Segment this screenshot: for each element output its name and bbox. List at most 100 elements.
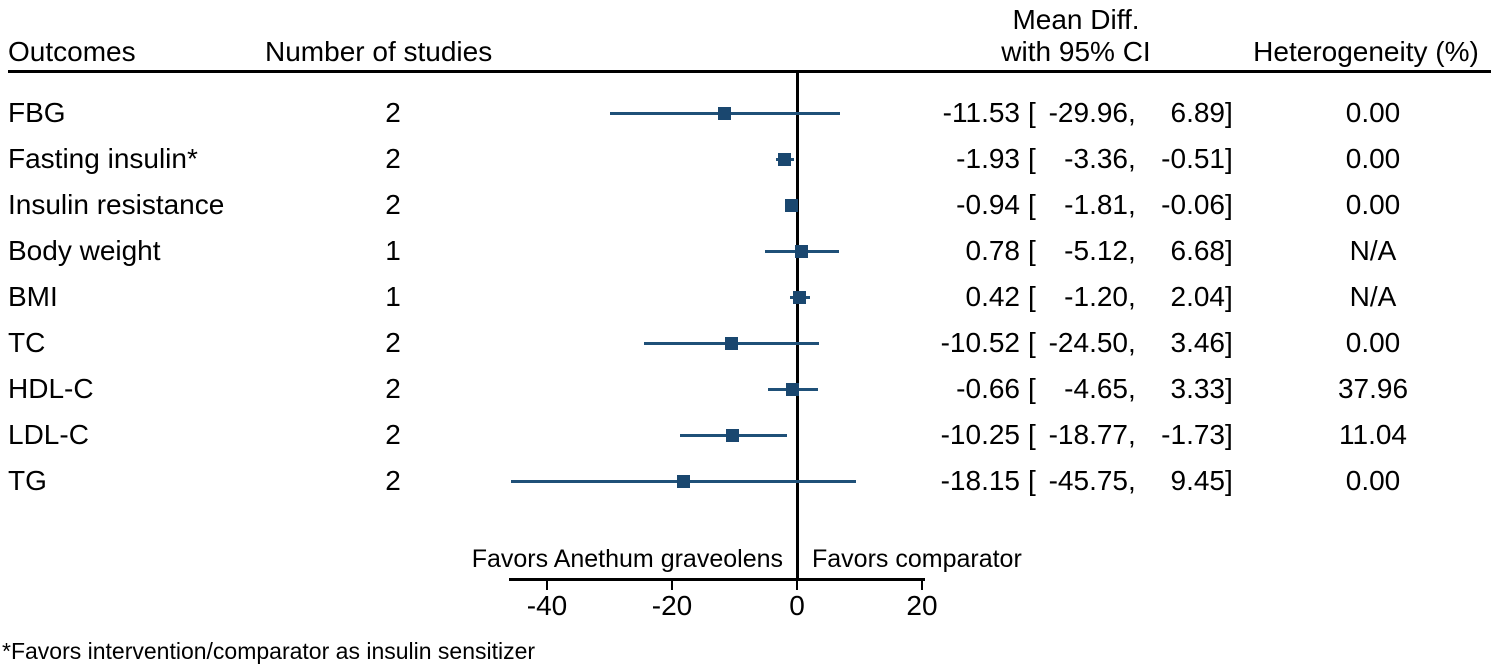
comma-separator: , [1128,465,1136,496]
mean-diff-estimate: 0.42 [965,281,1021,312]
heterogeneity-value: 11.04 [1339,419,1407,450]
heterogeneity-header: Heterogeneity (%) [1253,36,1479,67]
n-studies-value: 2 [385,327,401,358]
mean-diff-estimate: -18.15 [940,465,1020,496]
axis-tick-label: 20 [906,590,938,621]
mean-diff-text: -10.25 [-18.77, -1.73] [900,419,1245,451]
studies-header: Number of studies [265,36,493,67]
heterogeneity-value: 0.00 [1345,327,1401,358]
open-bracket: [ [1028,281,1036,312]
point-estimate-marker [795,245,808,258]
close-bracket: ] [1225,235,1233,266]
comma-separator: , [1128,327,1136,358]
axis-tick [671,581,673,590]
n-studies-value: 2 [385,373,401,404]
point-estimate-marker [718,107,731,120]
point-estimate-marker [677,475,690,488]
favors-right-label: Favors comparator [812,545,1022,573]
mean-diff-text: -0.94 [-1.81, -0.06] [900,189,1245,221]
ci-lower-value: -45.75 [1048,465,1128,496]
ci-upper-value: -1.73 [1161,419,1225,450]
ci-lower-value: -24.50 [1048,327,1128,358]
meandiff-header-line1: Mean Diff. [1012,4,1140,35]
outcome-label: TG [8,465,47,496]
comma-separator: , [1128,373,1136,404]
ci-lower-value: -18.77 [1048,419,1128,450]
ci-upper-value: 6.68 [1170,235,1226,266]
mean-diff-text: -18.15 [-45.75, 9.45] [900,465,1245,497]
open-bracket: [ [1028,189,1036,220]
ci-upper-value: 2.04 [1170,281,1226,312]
outcome-label: Body weight [8,235,161,266]
mean-diff-estimate: -0.94 [956,189,1020,220]
point-estimate-marker [785,199,798,212]
comma-separator: , [1128,235,1136,266]
mean-diff-estimate: -1.93 [956,143,1020,174]
axis-tick [546,581,548,590]
ci-lower-value: -4.65 [1064,373,1128,404]
point-estimate-marker [786,383,799,396]
close-bracket: ] [1225,327,1233,358]
header-rule [8,70,1491,73]
axis-tick-label: 0 [789,590,805,621]
comma-separator: , [1128,143,1136,174]
favors-left-label: Favors Anethum graveolens [471,545,783,573]
close-bracket: ] [1225,281,1233,312]
open-bracket: [ [1028,373,1036,404]
n-studies-value: 2 [385,143,401,174]
zero-reference-line [796,72,799,581]
close-bracket: ] [1225,97,1233,128]
mean-diff-text: 0.42[-1.20, 2.04] [900,281,1245,313]
n-studies-value: 2 [385,419,401,450]
mean-diff-text: -0.66 [-4.65, 3.33] [900,373,1245,405]
heterogeneity-value: N/A [1349,281,1397,312]
ci-lower-value: -5.12 [1064,235,1128,266]
ci-lower-value: -1.20 [1064,281,1128,312]
outcomes-header: Outcomes [8,36,136,67]
outcome-label: FBG [8,97,66,128]
ci-upper-value: 6.89 [1170,97,1226,128]
ci-upper-value: -0.51 [1161,143,1225,174]
ci-upper-value: -0.06 [1161,189,1225,220]
point-estimate-marker [778,153,791,166]
outcome-label: BMI [8,281,58,312]
n-studies-value: 2 [385,189,401,220]
heterogeneity-value: 0.00 [1345,465,1401,496]
comma-separator: , [1128,419,1136,450]
n-studies-value: 2 [385,465,401,496]
outcome-label: LDL-C [8,419,89,450]
heterogeneity-value: 0.00 [1345,189,1401,220]
mean-diff-estimate: -11.53 [942,97,1020,128]
close-bracket: ] [1225,373,1233,404]
outcome-label: Insulin resistance [8,189,225,220]
axis-tick-label: -20 [651,590,693,621]
axis-tick [796,581,798,590]
comma-separator: , [1128,97,1136,128]
mean-diff-estimate: -0.66 [956,373,1020,404]
axis-tick-label: -40 [526,590,568,621]
point-estimate-marker [725,337,738,350]
x-axis-line [509,578,925,581]
mean-diff-estimate: -10.25 [940,419,1020,450]
mean-diff-estimate: 0.78 [965,235,1021,266]
outcome-label: TC [8,327,46,358]
n-studies-value: 1 [385,235,401,266]
heterogeneity-value: N/A [1349,235,1397,266]
heterogeneity-value: 0.00 [1345,97,1401,128]
ci-lower-value: -29.96 [1048,97,1128,128]
ci-upper-value: 3.46 [1170,327,1226,358]
axis-tick [921,581,923,590]
heterogeneity-value: 0.00 [1345,143,1401,174]
open-bracket: [ [1028,97,1036,128]
n-studies-value: 2 [385,97,401,128]
outcome-label: HDL-C [8,373,94,404]
mean-diff-text: 0.78[-5.12, 6.68] [900,235,1245,267]
close-bracket: ] [1225,143,1233,174]
open-bracket: [ [1028,419,1036,450]
comma-separator: , [1128,189,1136,220]
meandiff-header: Mean Diff. with 95% CI [926,4,1226,68]
ci-lower-value: -3.36 [1064,143,1128,174]
mean-diff-estimate: -10.52 [940,327,1020,358]
point-estimate-marker [793,291,806,304]
